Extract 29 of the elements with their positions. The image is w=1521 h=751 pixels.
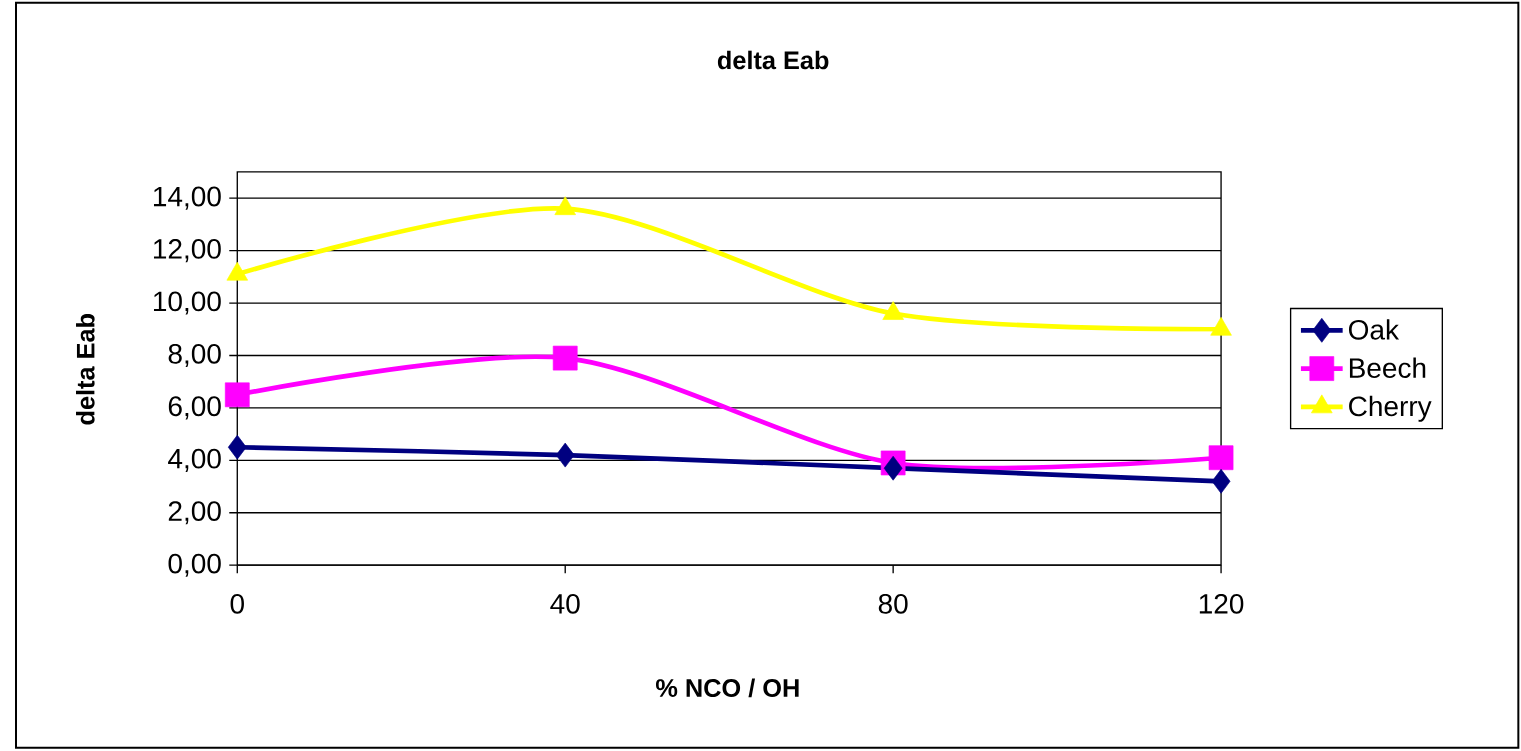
y-tick-label: 14,00	[153, 186, 221, 210]
x-tick-label: 40	[550, 594, 580, 614]
chart-title: delta Eab	[717, 50, 829, 70]
point	[224, 382, 250, 408]
legend-label: Beech	[1349, 357, 1426, 379]
point	[883, 456, 903, 481]
point	[226, 262, 249, 281]
y-tick-label: 10,00	[153, 291, 221, 315]
x-tick-label: 0	[230, 594, 244, 614]
point	[552, 346, 578, 371]
point	[227, 435, 247, 460]
y-tick-label: 2,00	[168, 501, 221, 525]
point	[1208, 445, 1234, 471]
point	[554, 196, 576, 216]
y-tick-label: 12,00	[153, 239, 221, 263]
point	[882, 301, 904, 321]
legend-label: Oak	[1348, 319, 1400, 340]
y-tick-label: 4,00	[168, 449, 221, 473]
x-axis-title: % NCO / OH	[656, 678, 799, 698]
y-tick-label: 8,00	[168, 344, 221, 368]
point	[1210, 317, 1232, 336]
x-tick-label: 80	[878, 594, 908, 614]
y-tick-label: 6,00	[168, 396, 221, 420]
y-axis-title: delta Eab	[76, 314, 95, 425]
point	[1211, 469, 1231, 494]
legend-label: Cherry	[1349, 395, 1432, 423]
point	[555, 443, 575, 468]
y-tick-label: 0,00	[168, 553, 221, 578]
x-tick-label: 120	[1199, 594, 1244, 614]
